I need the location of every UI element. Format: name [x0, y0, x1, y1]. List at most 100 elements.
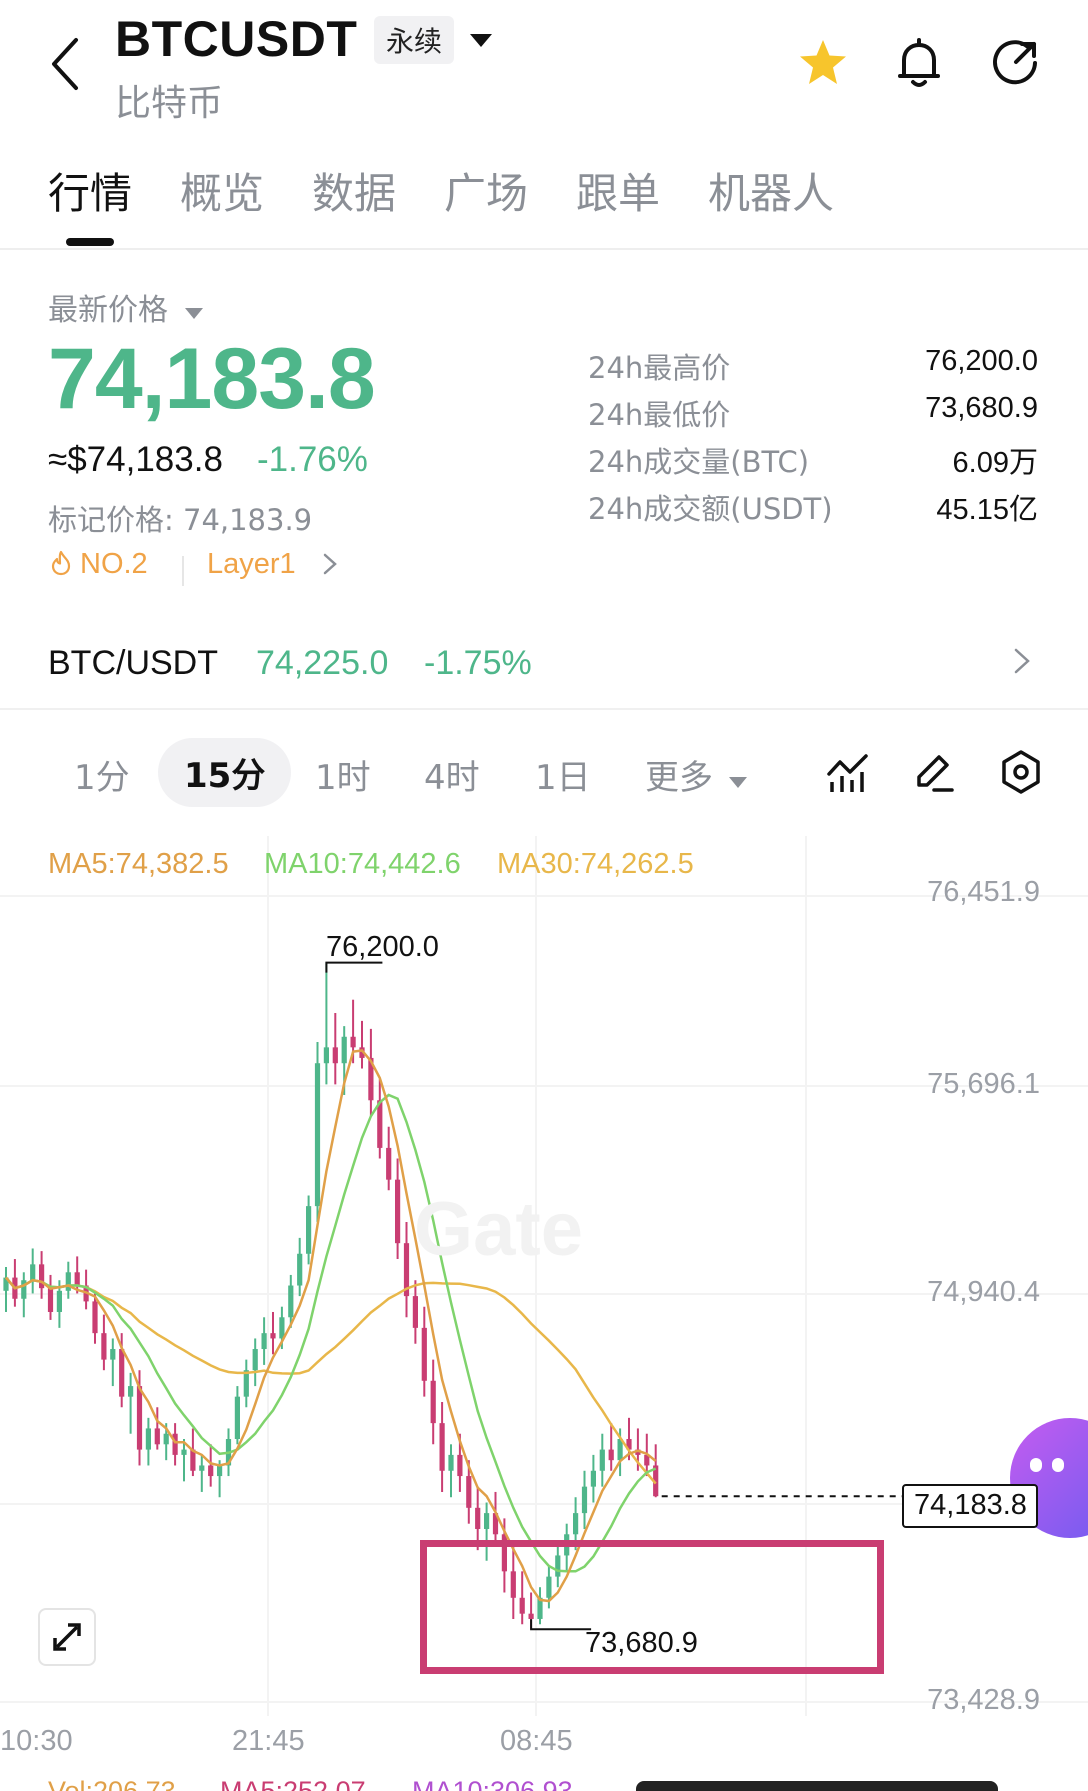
candle-body: [234, 1396, 240, 1440]
candle-body: [110, 1349, 116, 1360]
back-icon[interactable]: [46, 34, 86, 94]
volume-ma10-label: MA10:306.93: [412, 1776, 573, 1791]
bottom-sheet-handle: [636, 1781, 998, 1791]
chevron-right-icon: [1014, 648, 1030, 674]
bot-eye-icon: [1030, 1458, 1042, 1472]
candle-body: [590, 1470, 596, 1487]
candle-body: [537, 1597, 543, 1619]
high-price-marker: 76,200.0: [326, 931, 439, 963]
price-change: -1.76%: [257, 440, 368, 479]
candle-body: [395, 1179, 401, 1244]
low-leader-line: [530, 1619, 592, 1631]
symbol-title[interactable]: BTCUSDT: [115, 11, 358, 67]
indicator-icon[interactable]: [824, 748, 872, 796]
candle-body: [306, 1206, 312, 1254]
candle-body: [528, 1613, 534, 1619]
stat-volume-value: 6.09万: [952, 447, 1038, 479]
candle-body: [653, 1465, 659, 1497]
tab-overview[interactable]: 概览: [180, 169, 265, 218]
tag-divider: [182, 556, 184, 586]
chevron-right-icon: [323, 553, 337, 575]
contract-type-badge[interactable]: 永续: [374, 16, 455, 64]
timeframe-1m[interactable]: 1分: [74, 758, 130, 798]
candle-body: [3, 1277, 9, 1291]
candle-body: [190, 1449, 196, 1471]
candle-body: [21, 1280, 27, 1299]
candle-body: [30, 1264, 36, 1281]
candle-body: [261, 1333, 267, 1350]
candle-body: [492, 1513, 499, 1535]
active-tab-indicator: [66, 238, 114, 246]
timeframe-1h[interactable]: 1时: [315, 758, 371, 798]
stat-low-label: 24h最低价: [588, 398, 731, 432]
candle-body: [279, 1317, 285, 1339]
expand-button[interactable]: [38, 1608, 96, 1666]
candle-body: [439, 1423, 445, 1471]
kline-chart[interactable]: [0, 836, 1088, 1716]
candle-body: [163, 1433, 169, 1445]
candle-body: [350, 1036, 356, 1048]
draw-pencil-icon[interactable]: [910, 748, 958, 796]
usd-price: ≈$74,183.8: [48, 440, 223, 479]
ma30-label: MA30:74,262.5: [497, 848, 694, 880]
header: BTCUSDT 永续 比特币: [0, 0, 1088, 140]
highlight-box: [420, 1540, 884, 1674]
candle-body: [145, 1428, 151, 1450]
spot-price-row[interactable]: BTC/USDT 74,225.0 -1.75%: [0, 618, 1088, 710]
tab-copy-trading[interactable]: 跟单: [576, 169, 661, 218]
caret-down-icon[interactable]: [470, 32, 492, 48]
last-price: 74,183.8: [48, 331, 376, 427]
candle-body: [74, 1272, 80, 1286]
candle-body: [448, 1454, 454, 1471]
candle-body: [412, 1296, 418, 1328]
settings-hexagon-icon[interactable]: [997, 748, 1045, 796]
candle-body: [377, 1100, 383, 1148]
candle-body: [635, 1449, 641, 1455]
candle-body: [403, 1243, 410, 1297]
candle-body: [430, 1380, 436, 1424]
timeframe-more[interactable]: 更多: [645, 750, 748, 799]
candle-body: [359, 1047, 365, 1058]
timeframe-1d[interactable]: 1日: [535, 758, 591, 798]
candle-body: [626, 1439, 632, 1450]
star-icon[interactable]: [796, 36, 850, 90]
tab-bots[interactable]: 机器人: [708, 169, 835, 218]
candle-body: [608, 1449, 614, 1461]
candle-body: [208, 1465, 214, 1477]
stat-low-value: 73,680.9: [925, 392, 1038, 424]
current-price-tag[interactable]: 74,183.8: [902, 1484, 1038, 1528]
last-price-label[interactable]: 最新价格: [48, 285, 204, 329]
spot-change: -1.75%: [424, 644, 532, 682]
tab-data[interactable]: 数据: [312, 169, 397, 218]
x-axis-label: 21:45: [232, 1725, 305, 1757]
candle-body: [172, 1433, 178, 1455]
candle-body: [644, 1454, 650, 1466]
candle-body: [501, 1534, 507, 1572]
y-axis-label: 75,696.1: [927, 1068, 1040, 1100]
stat-high-label: 24h最高价: [588, 351, 731, 385]
candle-body: [466, 1476, 472, 1508]
tab-square[interactable]: 广场: [444, 169, 529, 218]
candle-body: [297, 1253, 303, 1286]
tab-market[interactable]: 行情: [48, 169, 133, 218]
bell-icon[interactable]: [892, 36, 946, 90]
candle-body: [368, 1057, 374, 1101]
fire-icon: [51, 550, 71, 576]
x-axis-label: 08:45: [500, 1725, 573, 1757]
timeframe-4h[interactable]: 4时: [424, 758, 480, 798]
sector-tag[interactable]: Layer1: [207, 548, 338, 581]
candle-body: [136, 1386, 143, 1450]
candle-body: [510, 1571, 516, 1598]
low-price-marker: 73,680.9: [585, 1627, 698, 1659]
spot-pair: BTC/USDT: [48, 644, 218, 682]
candle-body: [519, 1597, 525, 1614]
candle-body: [119, 1349, 125, 1397]
candle-body: [457, 1454, 463, 1477]
timeframe-15m[interactable]: 15分: [158, 738, 292, 807]
stat-volume-label: 24h成交量(BTC): [588, 445, 810, 479]
share-icon[interactable]: [988, 36, 1042, 90]
rank-badge[interactable]: NO.2: [50, 548, 148, 581]
ma5-label: MA5:74,382.5: [48, 848, 229, 880]
candle-body: [65, 1272, 71, 1291]
candle-body: [288, 1285, 294, 1318]
